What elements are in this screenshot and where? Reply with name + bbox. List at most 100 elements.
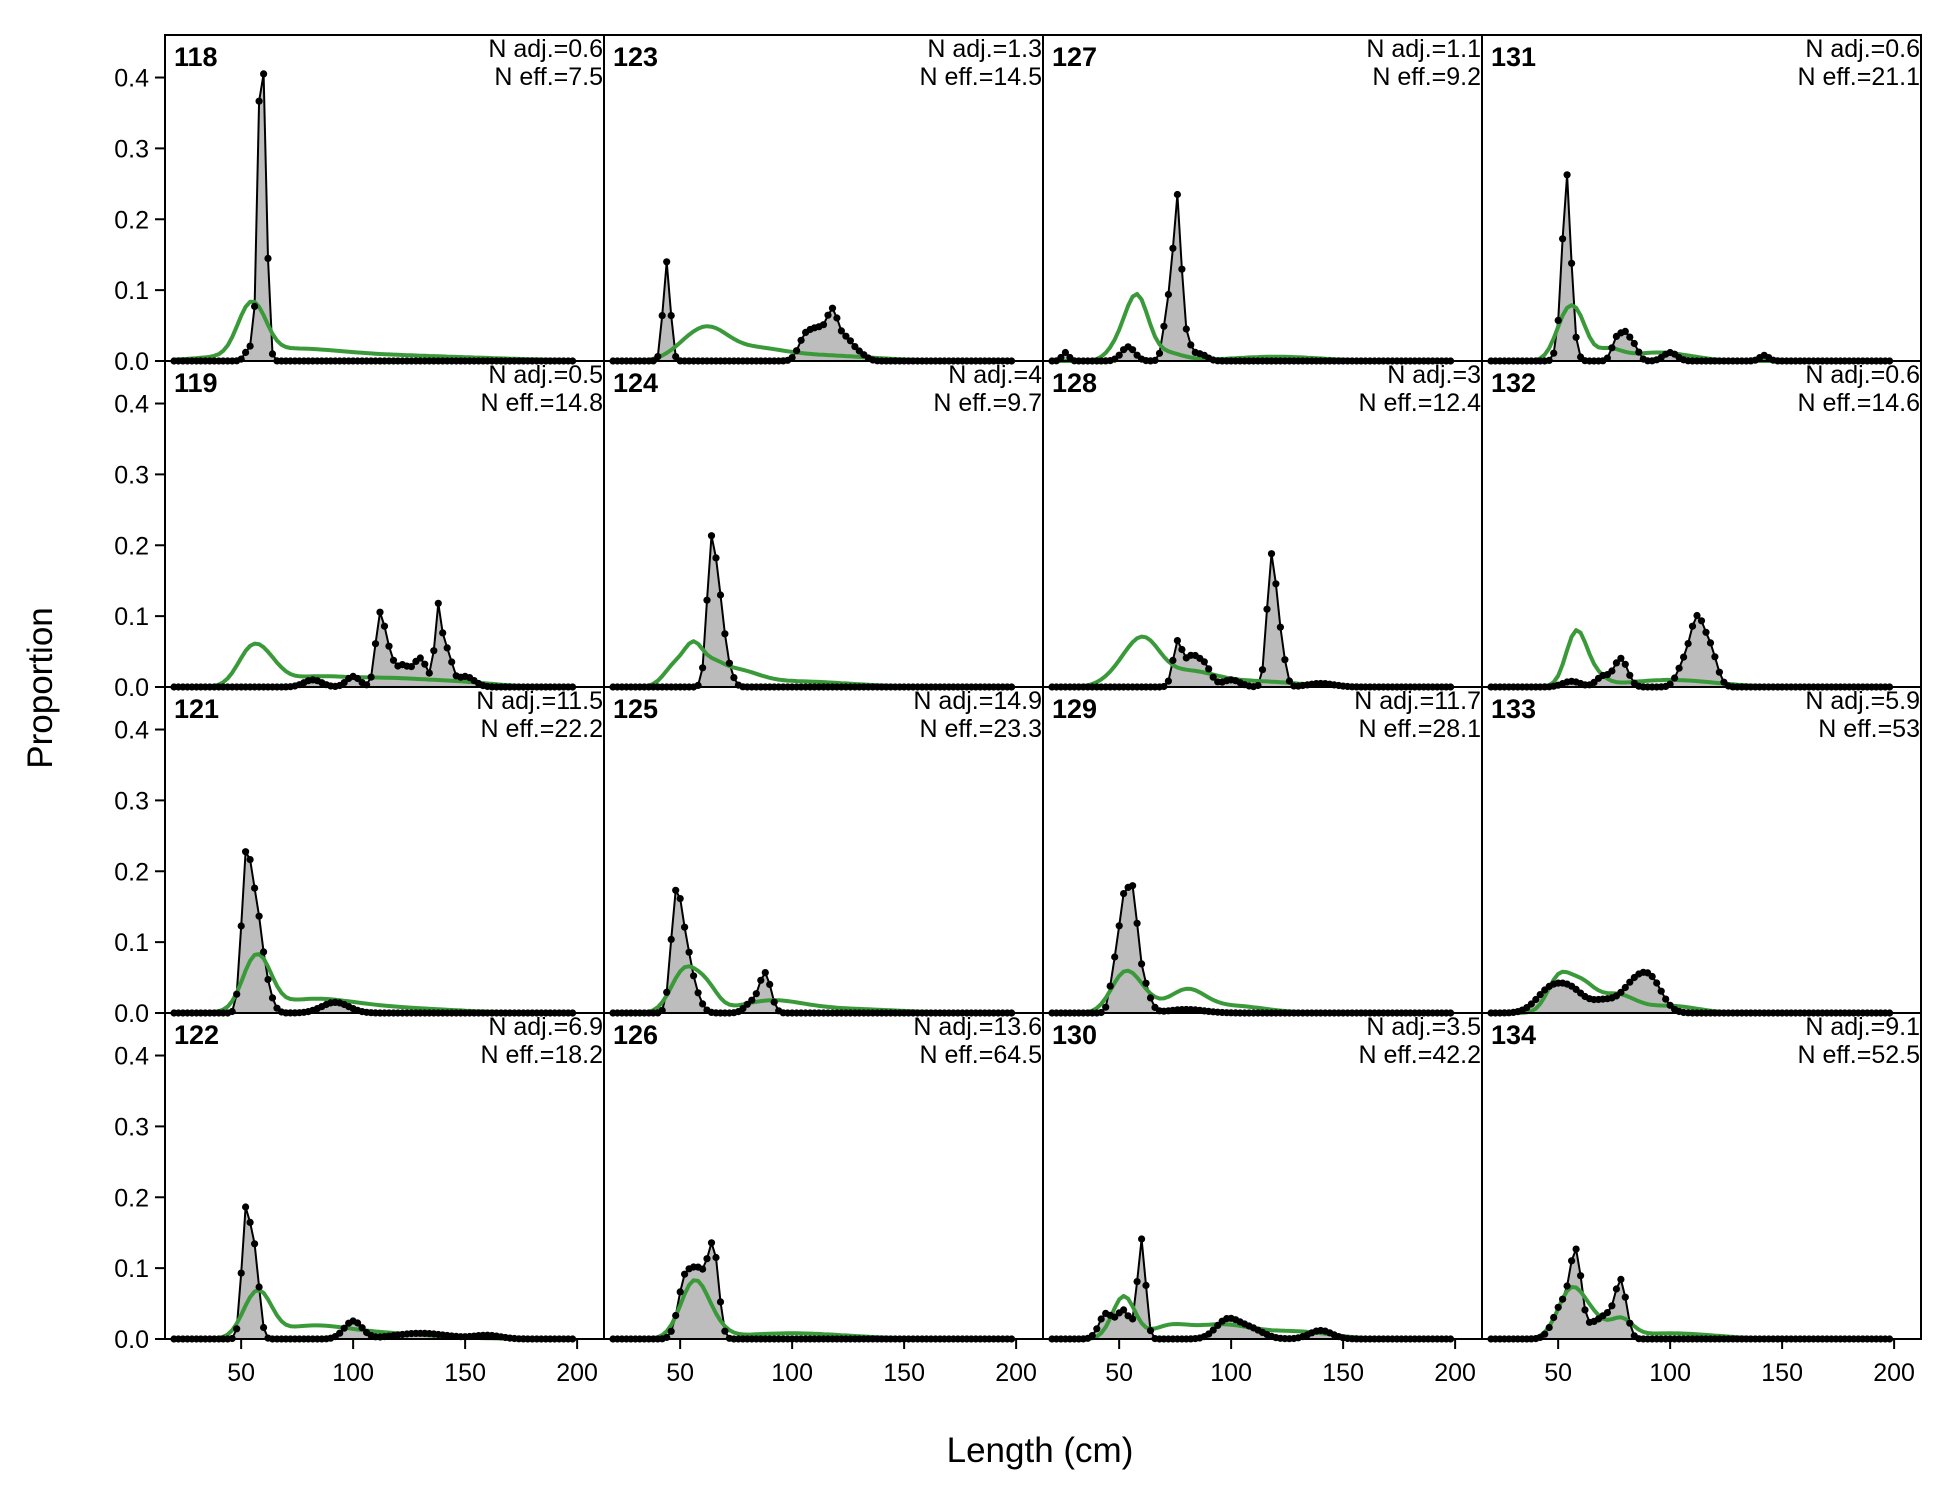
n-eff-label: N eff.=14.8 [480, 389, 603, 417]
observed-point [448, 658, 456, 666]
observed-point [721, 630, 729, 638]
observed-point [1129, 346, 1137, 354]
observed-point [766, 980, 774, 989]
observed-point [703, 596, 711, 604]
observed-point [1657, 987, 1665, 995]
n-eff-label: N eff.=14.5 [919, 63, 1042, 91]
expected-line [173, 299, 573, 363]
observed-point [1684, 640, 1692, 648]
n-adj-label: N adj.=4 [948, 361, 1042, 389]
observed-point [699, 664, 707, 672]
observed-point [358, 1324, 366, 1332]
observed-point [1536, 991, 1544, 999]
observed-point [1706, 639, 1715, 647]
observed-point [1169, 656, 1177, 665]
observed-point [228, 1007, 236, 1016]
panel-124: 124 N adj.=4N eff.=9.7 [604, 361, 1043, 691]
panel-id-label: 118 [174, 42, 218, 72]
observed-point [421, 660, 429, 668]
observed-point [246, 342, 254, 350]
observed-point [1621, 327, 1629, 335]
observed-point [828, 304, 837, 312]
observed-area [612, 261, 1012, 361]
observed-point [1715, 668, 1723, 676]
observed-point [1702, 628, 1710, 636]
n-eff-label: N eff.=53 [1818, 715, 1920, 743]
observed-point [1133, 919, 1141, 927]
observed-point [730, 674, 738, 682]
n-adj-label: N adj.=3.5 [1366, 1013, 1481, 1041]
y-tick-label: 0.2 [114, 858, 149, 886]
observed-point [354, 1319, 362, 1327]
observed-point [1258, 666, 1267, 674]
x-tick-label: 100 [771, 1359, 813, 1387]
n-adj-label: N adj.=0.5 [488, 361, 603, 389]
observed-area [1490, 174, 1890, 361]
observed-point [1572, 1245, 1580, 1253]
observed-line [174, 1206, 573, 1340]
y-tick-label: 0.0 [114, 1326, 149, 1354]
observed-point [1061, 348, 1069, 357]
observed-point [380, 622, 389, 630]
observed-point [255, 97, 263, 105]
observed-point [1621, 660, 1629, 668]
observed-point [739, 1005, 747, 1013]
observed-point [1527, 1000, 1535, 1008]
panel-id-label: 132 [1491, 368, 1536, 398]
observed-point [233, 990, 241, 998]
n-eff-label: N eff.=22.2 [480, 715, 603, 743]
n-adj-label: N adj.=1.1 [1366, 35, 1481, 63]
panel-id-label: 130 [1052, 1020, 1097, 1050]
observed-point [1155, 349, 1164, 357]
observed-point [1111, 953, 1119, 961]
x-tick-label: 200 [995, 1359, 1037, 1387]
observed-point [1680, 653, 1688, 661]
observed-point [725, 659, 734, 667]
expected-line [1052, 292, 1451, 363]
y-tick-label: 0.4 [114, 65, 149, 93]
n-eff-label: N eff.=18.2 [480, 1041, 603, 1069]
observed-area [612, 1242, 1012, 1339]
observed-point [385, 642, 393, 650]
observed-point [336, 1329, 344, 1337]
panel-121: 121 N adj.=11.5N eff.=22.2 [165, 687, 604, 1017]
y-tick-label: 0.2 [114, 206, 149, 234]
observed-point [1550, 1313, 1558, 1322]
observed-point [1281, 656, 1289, 664]
observed-point [1572, 333, 1580, 341]
observed-point [1532, 995, 1540, 1004]
observed-point [242, 348, 250, 356]
observed-point [1272, 580, 1280, 588]
observed-point [439, 629, 447, 637]
panel-118: 118 N adj.=0.6N eff.=7.5 [165, 35, 604, 365]
panel-id-label: 129 [1052, 694, 1097, 724]
panel-id-label: 128 [1052, 368, 1097, 398]
observed-point [242, 1203, 250, 1211]
observed-point [1106, 982, 1114, 990]
observed-point [1554, 316, 1562, 324]
observed-point [788, 354, 796, 362]
observed-point [654, 353, 662, 361]
observed-point [694, 989, 702, 997]
panel-id-label: 123 [613, 42, 658, 72]
observed-point [1603, 1309, 1611, 1317]
observed-point [761, 969, 769, 977]
x-axis-title: Length (cm) [947, 1431, 1134, 1470]
observed-point [1559, 235, 1567, 243]
observed-point [1173, 637, 1181, 645]
observed-point [1057, 353, 1065, 362]
observed-point [1545, 1323, 1553, 1332]
y-tick-label: 0.0 [114, 674, 149, 702]
n-adj-label: N adj.=11.5 [476, 687, 603, 715]
observed-point [367, 673, 375, 681]
y-tick-label: 0.4 [114, 717, 149, 745]
observed-point [407, 663, 415, 671]
n-eff-label: N eff.=64.5 [919, 1041, 1042, 1069]
observed-point [1254, 681, 1262, 690]
panel-127: 127 N adj.=1.1N eff.=9.2 [1043, 35, 1482, 365]
observed-point [824, 311, 832, 319]
panel-id-label: 134 [1491, 1020, 1536, 1050]
panel-132: 132 N adj.=0.6N eff.=14.6 [1482, 361, 1921, 691]
observed-point [685, 948, 693, 956]
